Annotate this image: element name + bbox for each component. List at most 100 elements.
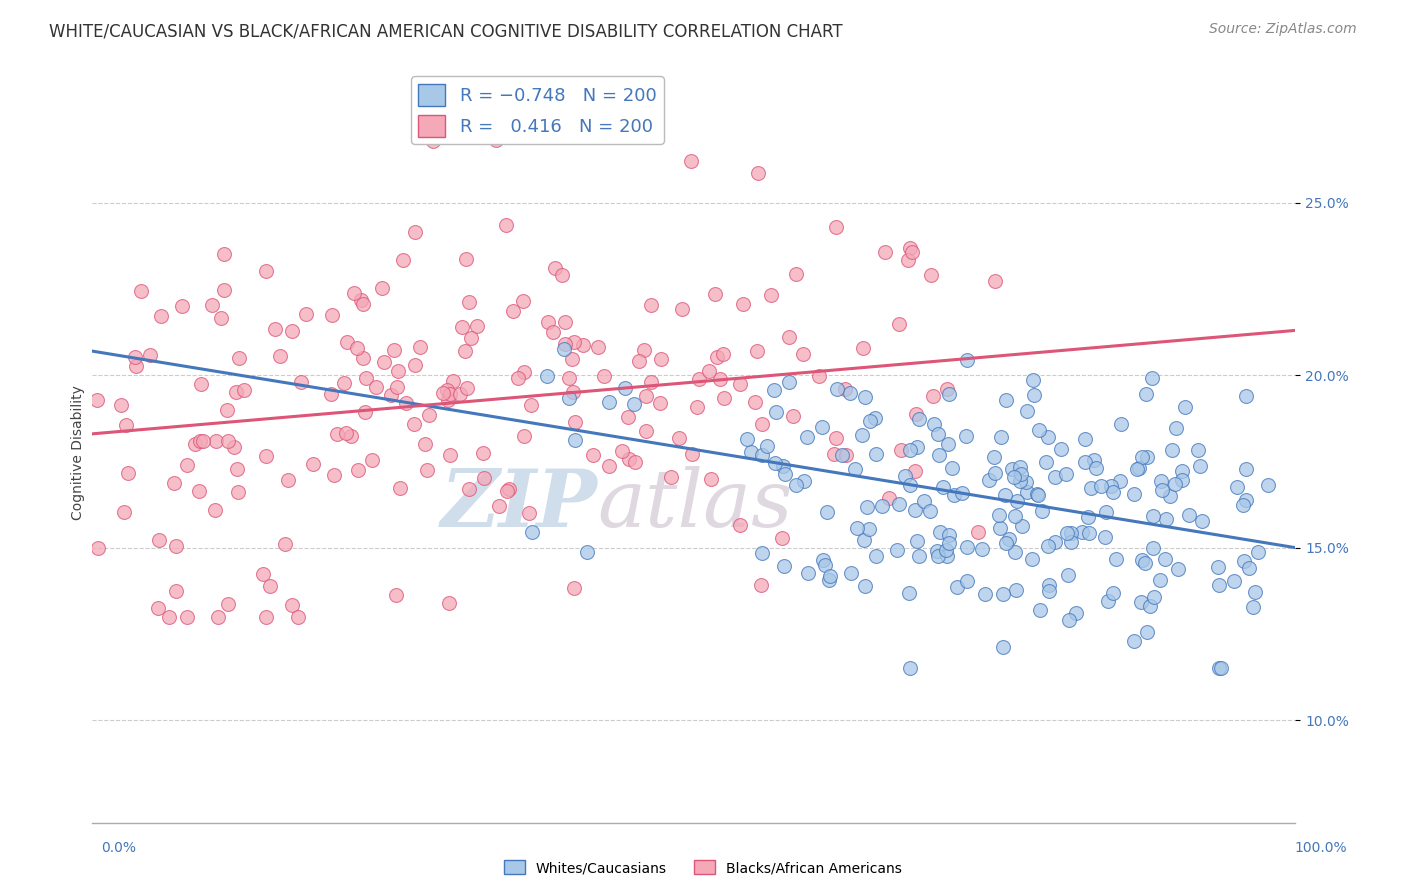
- Point: [1237, 561, 1260, 575]
- Point: [436, 383, 458, 397]
- Point: [1233, 554, 1256, 568]
- Point: [562, 582, 585, 596]
- Point: [979, 473, 1001, 487]
- Point: [225, 462, 247, 476]
- Point: [681, 447, 703, 461]
- Point: [592, 369, 614, 384]
- Point: [749, 578, 772, 592]
- Point: [1154, 551, 1177, 566]
- Point: [114, 418, 136, 433]
- Point: [1022, 373, 1045, 387]
- Point: [824, 431, 846, 445]
- Point: [894, 468, 917, 483]
- Point: [873, 245, 896, 260]
- Point: [671, 301, 693, 316]
- Point: [404, 358, 426, 372]
- Point: [793, 474, 815, 488]
- Point: [217, 434, 239, 448]
- Legend: R = −0.748   N = 200, R =   0.416   N = 200: R = −0.748 N = 200, R = 0.416 N = 200: [411, 77, 664, 144]
- Point: [751, 448, 773, 462]
- Point: [1011, 519, 1033, 533]
- Point: [785, 267, 807, 281]
- Point: [956, 540, 979, 554]
- Point: [887, 497, 910, 511]
- Point: [232, 383, 254, 397]
- Point: [408, 340, 430, 354]
- Point: [747, 344, 769, 359]
- Point: [813, 558, 835, 573]
- Point: [640, 298, 662, 312]
- Point: [686, 401, 709, 415]
- Point: [564, 434, 586, 448]
- Point: [432, 386, 454, 401]
- Point: [858, 522, 880, 536]
- Point: [1159, 489, 1181, 503]
- Point: [280, 599, 302, 613]
- Point: [936, 437, 959, 451]
- Point: [1083, 452, 1105, 467]
- Point: [1152, 483, 1174, 497]
- Point: [636, 389, 658, 403]
- Point: [1022, 388, 1045, 402]
- Point: [984, 274, 1007, 288]
- Point: [536, 369, 558, 384]
- Point: [125, 359, 148, 373]
- Point: [650, 395, 672, 409]
- Point: [488, 500, 510, 514]
- Point: [688, 372, 710, 386]
- Point: [252, 567, 274, 582]
- Point: [938, 386, 960, 401]
- Point: [782, 409, 804, 423]
- Point: [824, 220, 846, 235]
- Point: [856, 500, 879, 514]
- Point: [264, 322, 287, 336]
- Text: Source: ZipAtlas.com: Source: ZipAtlas.com: [1209, 22, 1357, 37]
- Point: [217, 403, 239, 417]
- Point: [1021, 551, 1043, 566]
- Point: [811, 420, 834, 434]
- Point: [807, 368, 830, 383]
- Point: [1234, 389, 1257, 403]
- Point: [987, 508, 1010, 523]
- Point: [485, 133, 508, 147]
- Point: [1102, 586, 1125, 600]
- Point: [391, 253, 413, 268]
- Point: [1133, 557, 1156, 571]
- Point: [416, 463, 439, 477]
- Point: [209, 311, 232, 326]
- Point: [254, 449, 277, 463]
- Point: [936, 549, 959, 563]
- Point: [201, 298, 224, 312]
- Point: [612, 444, 634, 458]
- Point: [1026, 488, 1049, 502]
- Point: [1241, 599, 1264, 614]
- Point: [562, 334, 585, 349]
- Point: [439, 449, 461, 463]
- Point: [382, 343, 405, 358]
- Point: [1257, 478, 1279, 492]
- Point: [1161, 443, 1184, 458]
- Point: [617, 451, 640, 466]
- Point: [319, 386, 342, 401]
- Point: [1064, 606, 1087, 620]
- Point: [1017, 484, 1039, 499]
- Point: [373, 355, 395, 369]
- Point: [513, 365, 536, 379]
- Point: [176, 458, 198, 472]
- Point: [922, 388, 945, 402]
- Point: [1007, 493, 1029, 508]
- Point: [912, 494, 935, 508]
- Point: [1015, 404, 1038, 418]
- Point: [346, 463, 368, 477]
- Point: [1244, 584, 1267, 599]
- Point: [778, 330, 800, 344]
- Point: [395, 396, 418, 410]
- Point: [335, 335, 357, 350]
- Point: [797, 566, 820, 580]
- Point: [364, 380, 387, 394]
- Point: [616, 410, 638, 425]
- Point: [1056, 525, 1078, 540]
- Point: [831, 448, 853, 462]
- Point: [404, 225, 426, 239]
- Point: [450, 319, 472, 334]
